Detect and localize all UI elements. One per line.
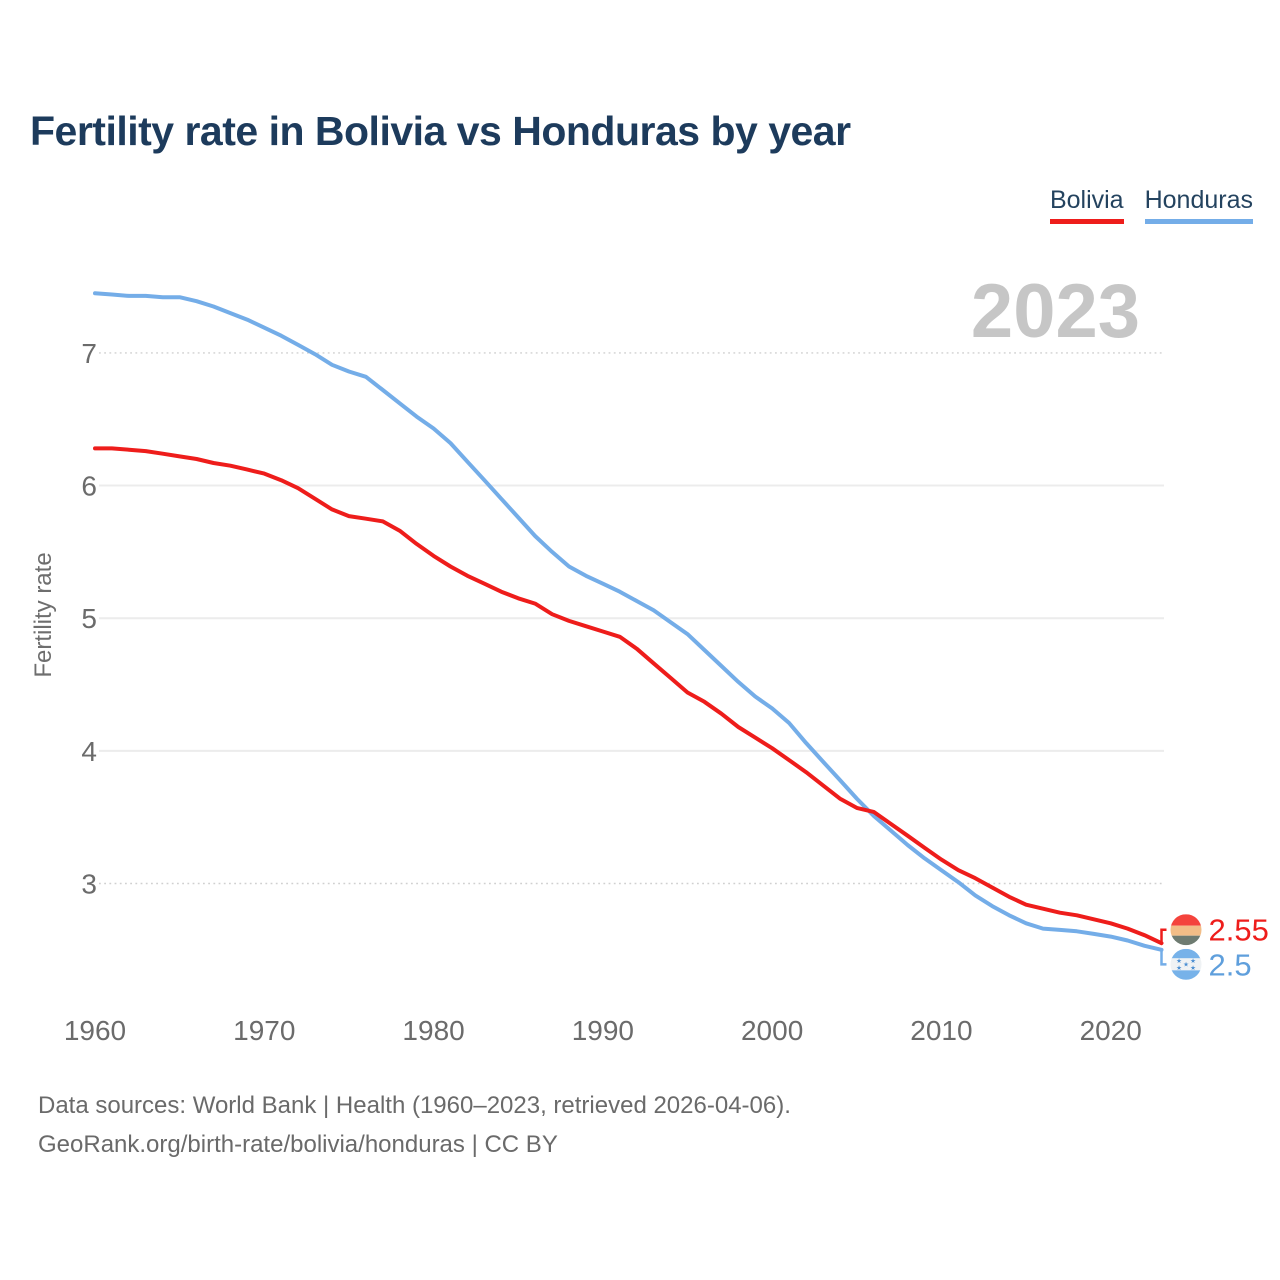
x-tick-label: 2010 bbox=[910, 1015, 972, 1046]
y-tick-label: 6 bbox=[81, 471, 97, 502]
y-tick-label: 3 bbox=[81, 869, 97, 900]
x-tick-label: 2000 bbox=[741, 1015, 803, 1046]
legend: Bolivia Honduras bbox=[1049, 186, 1253, 224]
x-tick-label: 1990 bbox=[572, 1015, 634, 1046]
end-value-label-bolivia: 2.55 bbox=[1209, 913, 1269, 948]
y-tick-label: 7 bbox=[81, 338, 97, 369]
svg-text:★: ★ bbox=[1176, 957, 1182, 965]
y-tick-label: 5 bbox=[81, 603, 97, 634]
series-line-bolivia[interactable] bbox=[93, 446, 1164, 946]
chart-title: Fertility rate in Bolivia vs Honduras by… bbox=[30, 108, 851, 154]
x-tick-label: 1970 bbox=[233, 1015, 295, 1046]
end-label-connector bbox=[1160, 928, 1167, 944]
end-label-connector bbox=[1160, 949, 1167, 966]
watermark-year: 2023 bbox=[970, 269, 1140, 354]
legend-label-honduras: Honduras bbox=[1144, 186, 1253, 214]
honduras-flag-icon: ★ ★★★ ★ bbox=[1170, 948, 1202, 980]
x-tick-label: 2020 bbox=[1080, 1015, 1142, 1046]
legend-item-honduras[interactable]: Honduras bbox=[1144, 186, 1253, 224]
svg-text:★: ★ bbox=[1190, 964, 1196, 972]
footer-sources: Data sources: World Bank | Health (1960–… bbox=[38, 1092, 791, 1119]
footer-credit: GeoRank.org/birth-rate/bolivia/honduras … bbox=[38, 1131, 558, 1158]
svg-text:★: ★ bbox=[1176, 964, 1182, 972]
series-line-honduras[interactable] bbox=[93, 291, 1164, 952]
x-tick-label: 1960 bbox=[64, 1015, 126, 1046]
x-tick-label: 1980 bbox=[402, 1015, 464, 1046]
svg-text:★: ★ bbox=[1190, 957, 1196, 965]
y-tick-label: 4 bbox=[81, 736, 97, 767]
footer: Data sources: World Bank | Health (1960–… bbox=[38, 1086, 791, 1164]
bolivia-flag-icon bbox=[1170, 914, 1202, 946]
end-value-label-honduras: 2.5 bbox=[1209, 947, 1252, 982]
svg-text:★: ★ bbox=[1183, 961, 1189, 969]
legend-label-bolivia: Bolivia bbox=[1049, 186, 1124, 214]
legend-item-bolivia[interactable]: Bolivia bbox=[1049, 186, 1124, 224]
